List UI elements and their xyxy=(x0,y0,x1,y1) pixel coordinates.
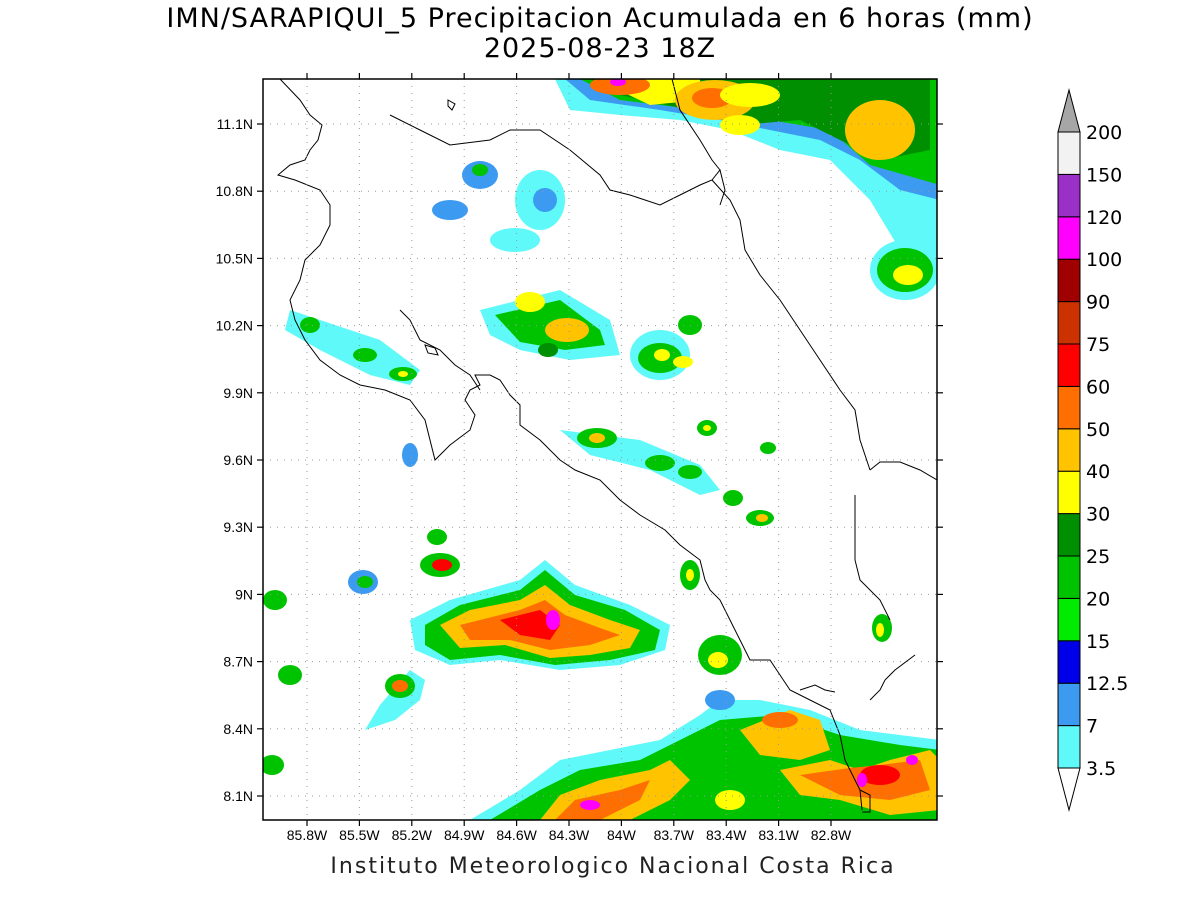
latitude-axis: 11.1N 10.8N 10.5N 10.2N 9.9N 9.6N 9.3N 9N 8.7N 8.… xyxy=(216,116,943,804)
lat-tick-label: 11.1N xyxy=(217,116,253,132)
lat-tick-label: 9N xyxy=(235,586,253,602)
precip-area-south xyxy=(470,690,937,820)
colorbar-label: 25 xyxy=(1086,546,1110,568)
colorbar-label: 12.5 xyxy=(1086,673,1128,695)
colorbar-label: 100 xyxy=(1086,249,1122,271)
lat-tick-label: 9.6N xyxy=(223,452,253,468)
precip-area-central xyxy=(285,161,776,526)
colorbar-label: 30 xyxy=(1086,504,1110,526)
colorbar-label: 7 xyxy=(1086,716,1098,738)
colorbar-swatch xyxy=(1057,258,1081,303)
colorbar-label: 40 xyxy=(1086,461,1110,483)
lon-tick-label: 84.9W xyxy=(444,827,485,843)
lat-tick-label: 10.8N xyxy=(216,183,253,199)
colorbar-label: 90 xyxy=(1086,292,1110,314)
colorbar-swatch xyxy=(1057,682,1081,727)
colorbar-legend: 3.5 7 12.5 15 20 25 30 40 50 60 75 90 100 120 150 200 xyxy=(1057,88,1128,812)
colorbar-label: 150 xyxy=(1086,164,1122,186)
colorbar-label: 50 xyxy=(1086,419,1110,441)
colorbar-swatch xyxy=(1057,470,1081,515)
lon-tick-label: 83.1W xyxy=(758,827,799,843)
colorbar-swatch xyxy=(1057,385,1081,430)
map-title: IMN/SARAPIQUI_5 Precipitacion Acumulada … xyxy=(166,3,1034,34)
colorbar-swatch xyxy=(1057,131,1081,175)
colorbar-label: 200 xyxy=(1086,122,1122,144)
colorbar-swatch xyxy=(1057,216,1081,260)
colorbar-swatch xyxy=(1057,725,1081,769)
lon-tick-label: 85.2W xyxy=(392,827,433,843)
precipitation-field xyxy=(263,79,937,820)
lon-tick-label: 85.5W xyxy=(339,827,380,843)
lat-tick-label: 10.2N xyxy=(216,318,253,334)
colorbar-label: 3.5 xyxy=(1086,758,1116,780)
colorbar-label: 75 xyxy=(1086,334,1110,356)
lon-tick-label: 82.8W xyxy=(811,827,852,843)
colorbar-label: 15 xyxy=(1086,631,1110,653)
lat-tick-label: 8.7N xyxy=(223,654,253,670)
lon-tick-label: 84W xyxy=(607,827,637,843)
longitude-axis: 85.8W 85.5W 85.2W 84.9W 84.6W 84.3W 84W 83.7W 83… xyxy=(287,73,852,843)
lon-tick-label: 84.6W xyxy=(496,827,537,843)
precip-area-south-central xyxy=(263,529,892,775)
colorbar-swatch xyxy=(1057,173,1081,218)
colorbar-max-arrow xyxy=(1057,88,1081,133)
lon-tick-label: 83.4W xyxy=(706,827,747,843)
lat-tick-label: 9.9N xyxy=(223,385,253,401)
lon-tick-label: 83.7W xyxy=(654,827,695,843)
colorbar-swatch xyxy=(1057,428,1081,472)
credit-text: Instituto Meteorologico Nacional Costa R… xyxy=(330,854,896,879)
colorbar-label: 20 xyxy=(1086,588,1110,610)
colorbar-swatch xyxy=(1057,555,1081,599)
map-subtitle-datetime: 2025-08-23 18Z xyxy=(483,33,717,64)
colorbar-min-arrow xyxy=(1057,767,1081,812)
colorbar-swatch xyxy=(1057,513,1081,557)
lat-tick-label: 10.5N xyxy=(216,250,253,266)
colorbar-swatch xyxy=(1057,343,1081,387)
lat-tick-label: 8.4N xyxy=(223,721,253,737)
lon-tick-label: 85.8W xyxy=(287,827,328,843)
lon-tick-label: 84.3W xyxy=(549,827,590,843)
colorbar-swatch xyxy=(1057,301,1081,345)
lat-tick-label: 9.3N xyxy=(223,519,253,535)
colorbar-label: 120 xyxy=(1086,207,1122,229)
precip-area-north xyxy=(555,79,937,260)
colorbar-swatch xyxy=(1057,597,1081,642)
plot-frame xyxy=(262,78,938,821)
colorbar-label: 60 xyxy=(1086,376,1110,398)
precip-area-northeast xyxy=(870,240,937,300)
colorbar-swatch xyxy=(1057,640,1081,684)
lat-tick-label: 8.1N xyxy=(223,788,253,804)
graticule xyxy=(263,79,937,820)
coastline xyxy=(276,79,937,813)
